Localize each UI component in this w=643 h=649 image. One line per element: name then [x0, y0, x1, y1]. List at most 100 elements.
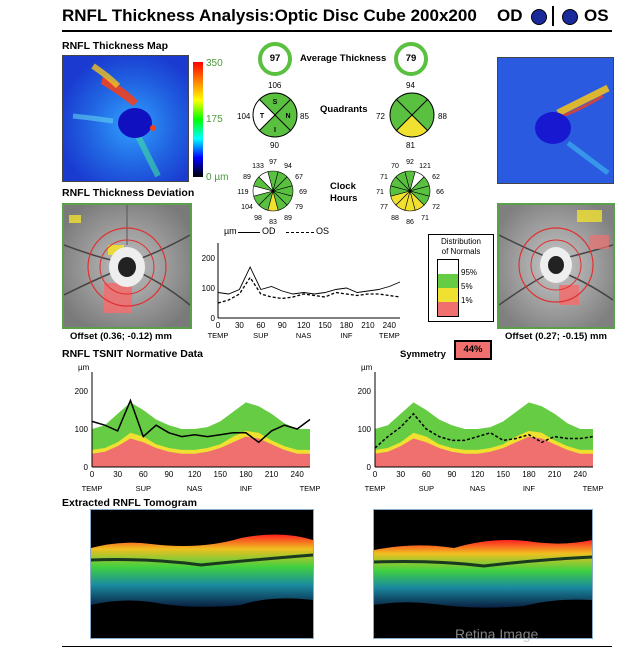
y-tick-label: 200	[202, 254, 216, 263]
x-tick-label: 150	[214, 470, 228, 479]
clock-hour-label: 89	[284, 215, 292, 222]
x-tick-label: 180	[239, 470, 253, 479]
clock-hour-label: 69	[299, 189, 307, 196]
series-os-line	[217, 276, 401, 304]
od-label: OD	[497, 6, 523, 25]
deviation-image-os	[497, 203, 615, 329]
dist-entry-5: 5%	[461, 282, 473, 291]
os-legend-line	[286, 232, 314, 233]
x-category-label: SUP	[419, 484, 434, 493]
x-tick-label: 60	[422, 470, 431, 479]
dist-title-1: Distribution	[440, 237, 481, 246]
quad-od-right: 85	[300, 112, 309, 121]
quadrant-od-chart: S T N I	[252, 92, 298, 138]
y-tick-label: 0	[367, 463, 372, 472]
x-tick-label: 30	[113, 470, 122, 479]
avg-thickness-od-value: 97	[269, 53, 281, 64]
x-category-label: INF	[240, 484, 253, 493]
series-od-line	[91, 398, 311, 444]
watermark: Retina Image	[455, 626, 539, 642]
x-category-label: INF	[340, 331, 353, 340]
x-tick-label: 150	[497, 470, 511, 479]
y-tick-label: 200	[358, 387, 372, 396]
avg-thickness-os-value: 79	[405, 53, 417, 64]
thickness-map-os	[497, 57, 614, 184]
thickness-color-scale	[193, 62, 203, 177]
clock-hour-label: 133	[252, 163, 264, 170]
scale-min: 0 µm	[206, 172, 229, 183]
tsnit-title: RNFL TSNIT Normative Data	[62, 348, 203, 360]
overlay-unit: µm	[224, 226, 237, 236]
tomogram-od	[90, 509, 314, 639]
tsnit-unit: µm	[361, 363, 373, 372]
avg-thickness-os-circle	[394, 42, 428, 76]
deviation-title: RNFL Thickness Deviation	[62, 187, 195, 199]
scale-max: 350	[206, 58, 223, 69]
x-category-label: INF	[523, 484, 536, 493]
distribution-legend: Distribution of Normals 95% 5% 1%	[428, 234, 494, 322]
x-tick-label: 60	[139, 470, 148, 479]
avg-thickness-label: Average Thickness	[300, 53, 387, 64]
svg-text:S: S	[273, 99, 278, 106]
clock-hour-label: 92	[406, 159, 414, 166]
os-offset: Offset (0.27; -0.15) mm	[505, 331, 607, 342]
quad-os-bottom: 81	[406, 141, 415, 150]
clock-hour-label: 94	[284, 163, 292, 170]
clock-hour-label: 67	[295, 174, 303, 181]
x-category-label: TEMP	[379, 331, 400, 340]
x-tick-label: 180	[340, 321, 354, 330]
quad-od-top: 106	[268, 81, 282, 90]
x-tick-label: 120	[297, 321, 311, 330]
header-divider	[552, 6, 554, 26]
y-tick-label: 100	[202, 284, 216, 293]
svg-text:I: I	[274, 127, 276, 134]
series-os-line	[374, 412, 594, 449]
clock-hour-label: 104	[241, 204, 253, 211]
clock-hour-label: 119	[237, 189, 248, 196]
quadrants-label: Quadrants	[320, 104, 368, 115]
clock-hour-label: 77	[380, 204, 388, 211]
header-rule	[62, 30, 612, 32]
clock-hour-label: 71	[380, 174, 388, 181]
clock-hours-label: Clock	[330, 181, 356, 192]
svg-text:T: T	[260, 113, 265, 120]
x-category-label: TEMP	[82, 484, 103, 493]
clock-hour-label: 71	[376, 189, 384, 196]
quadrant-os-chart	[389, 92, 435, 138]
svg-text:N: N	[285, 113, 290, 120]
clock-hour-label: 86	[406, 219, 414, 226]
clock-hour-label: 66	[436, 189, 444, 196]
tomogram-os	[373, 509, 593, 639]
clock-hour-label: 71	[421, 215, 429, 222]
x-category-label: NAS	[187, 484, 202, 493]
clock-hour-label: 121	[419, 163, 431, 170]
quad-os-right: 88	[438, 112, 447, 121]
os-eye-icon	[562, 9, 578, 25]
os-label: OS	[584, 6, 609, 25]
y-tick-label: 100	[75, 425, 89, 434]
x-tick-label: 120	[188, 470, 202, 479]
clock-hour-label: 70	[391, 163, 399, 170]
symmetry-value: 44%	[454, 340, 492, 360]
x-tick-label: 30	[396, 470, 405, 479]
x-tick-label: 0	[90, 470, 95, 479]
clock-hour-label: 83	[269, 219, 277, 226]
avg-thickness-od-circle	[258, 42, 292, 76]
series-od-line	[217, 265, 401, 295]
clock-hour-label: 98	[254, 215, 262, 222]
x-tick-label: 240	[383, 321, 397, 330]
x-tick-label: 210	[265, 470, 279, 479]
quad-os-top: 94	[406, 81, 415, 90]
y-tick-label: 0	[84, 463, 89, 472]
os-legend-label: OS	[316, 226, 330, 236]
thickness-map-title: RNFL Thickness Map	[62, 40, 168, 52]
dist-entry-1: 1%	[461, 296, 473, 305]
x-tick-label: 240	[573, 470, 587, 479]
clock-hour-label: 89	[243, 174, 251, 181]
scale-mid: 175	[206, 114, 223, 125]
thickness-map-od	[62, 55, 189, 182]
x-category-label: TEMP	[365, 484, 386, 493]
x-category-label: NAS	[296, 331, 311, 340]
